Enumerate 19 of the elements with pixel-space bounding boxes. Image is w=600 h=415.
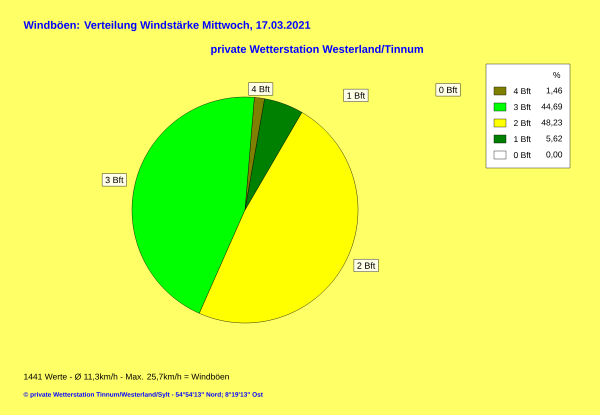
legend-title: % — [553, 72, 560, 78]
legend-label: 1 Bft — [514, 136, 531, 142]
slice-label: 2 Bft — [357, 262, 376, 269]
text: 1441 Werte - Ø 11,3km/h - Max. 25,7km/h = Windböen — [24, 373, 229, 381]
slice-label: 3 Bft — [105, 176, 124, 184]
category-label: 1 Bft — [347, 92, 366, 99]
text: 0,00 — [546, 152, 562, 158]
data-label: 44,69 — [541, 104, 562, 110]
legend-label: 3 Bft — [514, 104, 531, 110]
legend-label: 4 Bft — [514, 88, 531, 94]
legend-label: 2 Bft — [514, 120, 531, 126]
chart-title: Windböen: Verteilung Windstärke Mittwoch, 17.03.2021 — [24, 20, 310, 32]
data-label: 5,62 — [546, 136, 562, 142]
legend-label: 0 Bft — [514, 152, 531, 158]
category-label: 0 Bft — [439, 86, 458, 94]
data-label: 48,23 — [541, 120, 562, 126]
chart-subtitle: private Wetterstation Westerland/Tinnum — [211, 44, 423, 56]
slice-label: 4 Bft — [252, 86, 270, 92]
data-label: 1,46 — [546, 88, 562, 94]
